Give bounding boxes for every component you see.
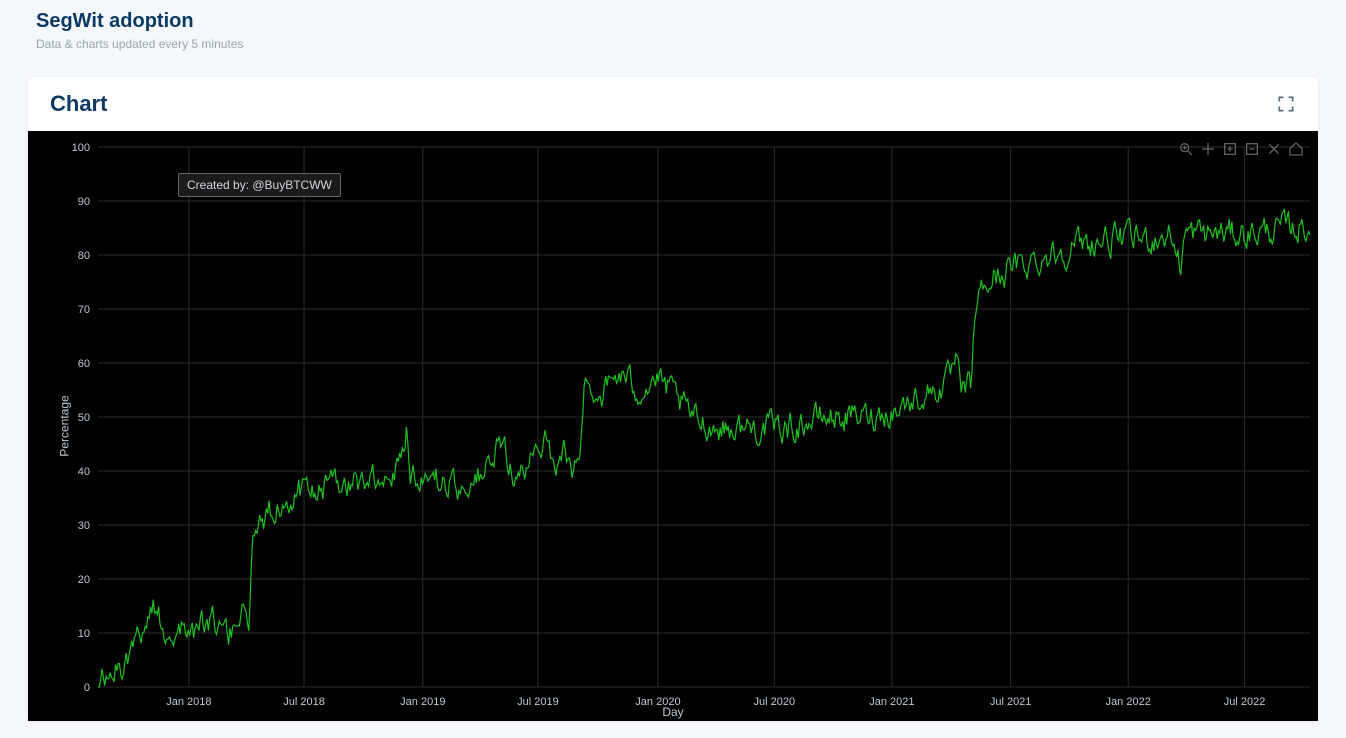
card-title: Chart (50, 91, 107, 117)
svg-text:60: 60 (78, 358, 90, 370)
zoom-in-icon[interactable] (1178, 141, 1194, 157)
svg-text:Jan 2021: Jan 2021 (869, 696, 914, 708)
close-icon[interactable] (1266, 141, 1282, 157)
y-axis-label: Percentage (58, 395, 72, 456)
card-header: Chart (28, 77, 1318, 125)
page-title: SegWit adoption (36, 10, 1310, 33)
svg-text:Jan 2022: Jan 2022 (1106, 696, 1151, 708)
home-icon[interactable] (1288, 141, 1304, 157)
svg-text:Jul 2019: Jul 2019 (517, 696, 559, 708)
svg-text:50: 50 (78, 412, 90, 424)
svg-text:Jul 2020: Jul 2020 (753, 696, 795, 708)
zoom-plus-icon[interactable] (1222, 141, 1238, 157)
svg-text:Jul 2018: Jul 2018 (283, 696, 325, 708)
svg-text:80: 80 (78, 250, 90, 262)
svg-text:90: 90 (78, 196, 90, 208)
expand-icon[interactable] (1276, 94, 1296, 114)
chart-annotation: Created by: @BuyBTCWW (178, 173, 341, 197)
chart-card: Chart 0 10 20 30 40 50 60 70 80 90 100 Jan 2018 Jul … (28, 77, 1318, 721)
page-header: SegWit adoption Data & charts updated ev… (0, 0, 1346, 55)
zoom-minus-icon[interactable] (1244, 141, 1260, 157)
x-axis-label: Day (662, 705, 683, 719)
svg-text:Jul 2022: Jul 2022 (1224, 696, 1266, 708)
svg-text:Jul 2021: Jul 2021 (990, 696, 1032, 708)
svg-text:20: 20 (78, 574, 90, 586)
svg-text:30: 30 (78, 520, 90, 532)
svg-text:10: 10 (78, 628, 90, 640)
svg-text:100: 100 (72, 142, 90, 154)
pan-icon[interactable] (1200, 141, 1216, 157)
svg-text:Jan 2018: Jan 2018 (166, 696, 211, 708)
chart-toolbar (1178, 141, 1304, 157)
chart-area: 0 10 20 30 40 50 60 70 80 90 100 Jan 2018 Jul 2018 Ja… (28, 131, 1318, 721)
svg-text:Jan 2019: Jan 2019 (400, 696, 445, 708)
page-subtitle: Data & charts updated every 5 minutes (36, 37, 1310, 51)
chart-svg: 0 10 20 30 40 50 60 70 80 90 100 Jan 2018 Jul 2018 Ja… (28, 131, 1318, 721)
svg-text:40: 40 (78, 466, 90, 478)
svg-text:0: 0 (84, 682, 90, 694)
svg-text:70: 70 (78, 304, 90, 316)
